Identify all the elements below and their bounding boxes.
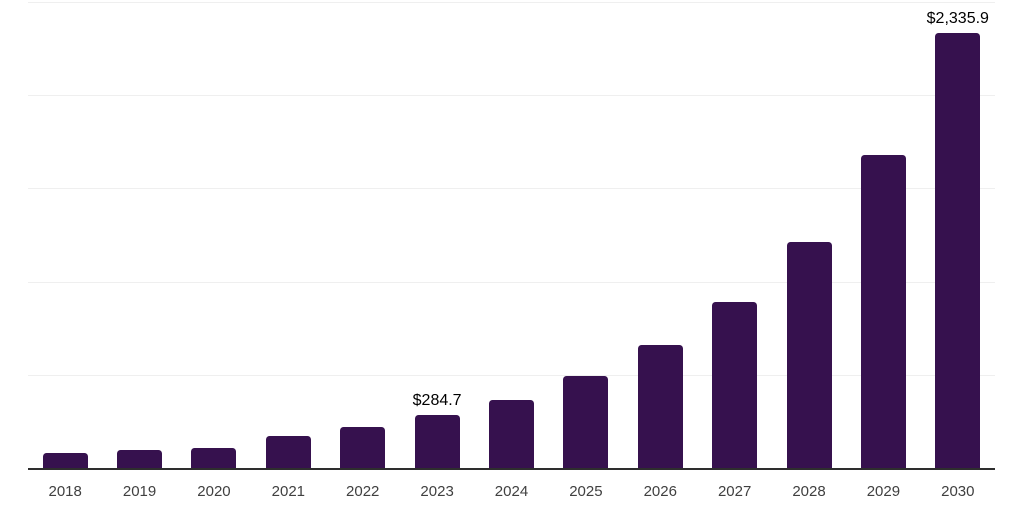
x-tick-2025: 2025 [569, 483, 603, 500]
x-tick-2021: 2021 [271, 483, 306, 500]
bar-2027 [712, 302, 758, 468]
x-tick-2023: 2023 [420, 483, 454, 500]
x-tick-2020: 2020 [197, 483, 231, 500]
x-tick-2026: 2026 [643, 483, 677, 500]
bar-2023 [414, 414, 460, 468]
x-tick-2018: 2018 [48, 483, 82, 500]
bar-2021 [265, 436, 311, 468]
data-label-2030: $2,335.9 [926, 9, 989, 27]
bar-2025 [563, 375, 609, 468]
x-tick-2030: 2030 [941, 483, 975, 500]
bar-2019 [117, 450, 163, 468]
gridline-1000 [28, 281, 995, 283]
x-tick-2024: 2024 [494, 483, 529, 500]
x-tick-2019: 2019 [122, 483, 157, 500]
x-tick-2029: 2029 [866, 483, 901, 500]
x-tick-2022: 2022 [346, 483, 380, 500]
gridline-2000 [28, 95, 995, 97]
bar-2020 [191, 447, 237, 468]
bar-2024 [489, 399, 534, 468]
bar-2028 [786, 242, 832, 468]
data-label-2023: $284.7 [412, 391, 462, 409]
bar-2026 [637, 344, 683, 468]
x-tick-2027: 2027 [717, 483, 752, 500]
bar-2030 [935, 32, 981, 468]
x-axis-tick-labels: 2018 2019 2020 2021 2022 2023 2024 2025 2026 2027… [28, 482, 995, 504]
gridline-2500 [28, 2, 995, 3]
gridline-500 [28, 374, 995, 376]
gridline-1500 [28, 188, 995, 190]
x-tick-2028: 2028 [792, 483, 826, 500]
bar-2022 [340, 427, 386, 468]
bar-2018 [42, 453, 88, 468]
bar-2029 [860, 154, 906, 468]
x-axis-line [28, 468, 995, 470]
plot-area: $284.7 $2,335.9 [28, 2, 995, 470]
